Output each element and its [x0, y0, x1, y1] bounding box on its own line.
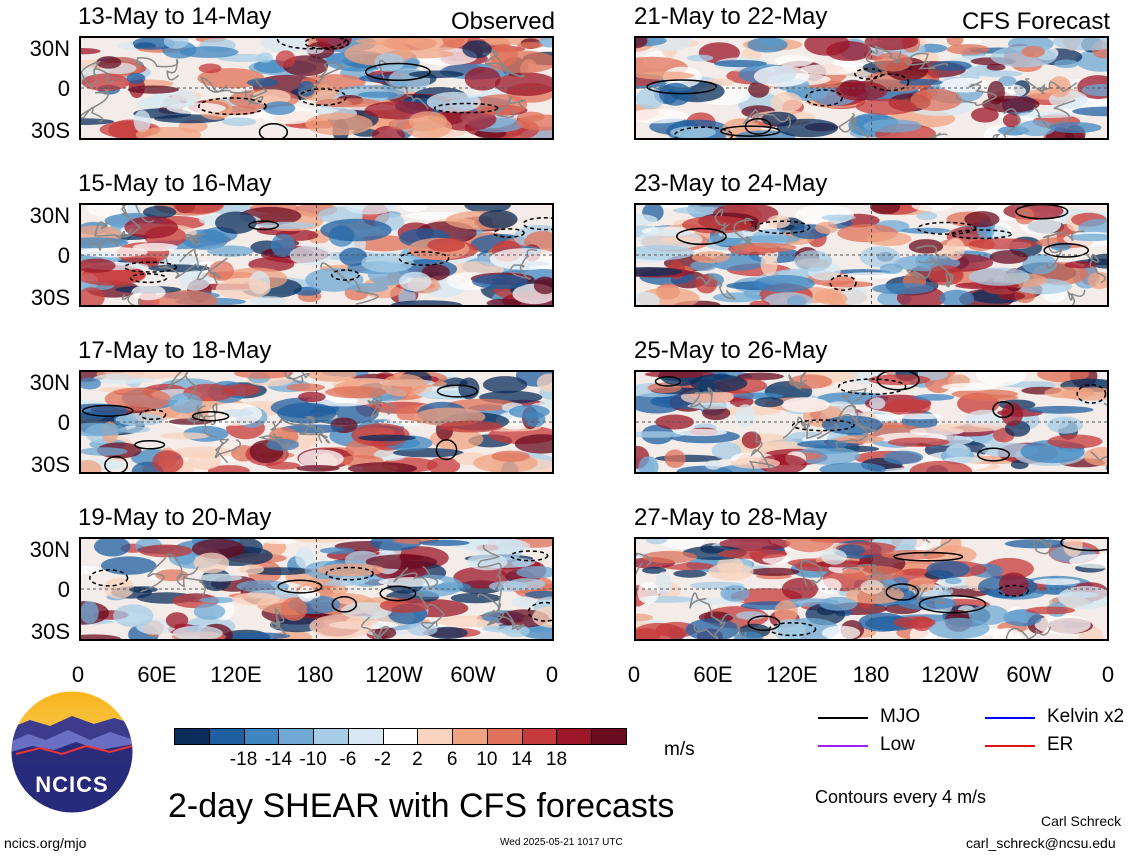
- shear-map: [79, 370, 554, 474]
- shear-map: [79, 537, 554, 641]
- x-tick-label: 60W: [450, 662, 496, 687]
- contours-note: Contours every 4 m/s: [815, 787, 987, 807]
- y-tick-label: 30S: [30, 619, 70, 644]
- colorbar-swatch: [591, 728, 627, 745]
- shear-map: [79, 36, 554, 140]
- ncics-logo: NCICS: [10, 690, 134, 814]
- colorbar-swatch: [278, 728, 315, 745]
- x-tick-label: 180: [296, 662, 334, 687]
- shear-field: [81, 372, 552, 472]
- logo-text: NCICS: [35, 772, 109, 797]
- legend-label-er: ER: [1047, 734, 1074, 755]
- y-tick-label: 0: [57, 76, 70, 101]
- shear-field: [636, 205, 1107, 305]
- shear-map: [634, 203, 1109, 307]
- legend-line-kelvin: [985, 717, 1035, 719]
- x-tick-label: 0: [545, 662, 559, 687]
- colorbar-tick-label: 2: [412, 749, 423, 770]
- shear-map: [79, 203, 554, 307]
- x-tick-label: 120W: [365, 662, 423, 687]
- colorbar-tick-label: 10: [476, 749, 498, 770]
- legend-label-kelvin: Kelvin x2: [1047, 706, 1125, 727]
- y-tick-label: 30S: [30, 285, 70, 310]
- timestamp: Wed 2025-05-21 1017 UTC: [500, 837, 623, 848]
- colorbar-swatch: [313, 728, 349, 745]
- colorbar-tick-label: 18: [545, 749, 568, 770]
- colorbar-tick-label: 6: [446, 749, 458, 770]
- y-tick-label: 0: [57, 577, 70, 602]
- x-tick-label: 60E: [137, 662, 177, 687]
- panel-title: 25-May to 26-May: [634, 337, 828, 364]
- x-tick-label: 180: [852, 662, 890, 687]
- colorbar-swatch: [452, 728, 488, 745]
- y-tick-label: 30N: [29, 370, 70, 395]
- shear-field: [81, 38, 552, 138]
- y-tick-label: 0: [57, 410, 70, 435]
- colorbar-tick-label: -14: [264, 749, 293, 770]
- x-tick-label: 120E: [766, 662, 818, 687]
- logo-graphic: [10, 690, 134, 814]
- panel-title: 15-May to 16-May: [78, 170, 272, 197]
- colorbar-tick-label: -2: [374, 749, 392, 770]
- panel-title: 27-May to 28-May: [634, 504, 828, 531]
- colorbar-units: m/s: [664, 739, 695, 760]
- panel-label-forecast: CFS Forecast: [961, 8, 1110, 35]
- legend-line-er: [985, 745, 1035, 747]
- y-tick-label: 30S: [30, 118, 70, 143]
- colorbar-swatch: [243, 728, 280, 745]
- colorbar-swatch: [382, 728, 419, 745]
- shear-field: [636, 38, 1107, 138]
- shear-field: [636, 539, 1107, 639]
- shear-field: [81, 205, 552, 305]
- colorbar-tick-label: -18: [229, 749, 258, 770]
- x-tick-label: 120W: [921, 662, 979, 687]
- panel-title: 13-May to 14-May: [78, 3, 272, 30]
- shear-field: [81, 539, 552, 639]
- x-tick-label: 120E: [210, 662, 262, 687]
- panel-title: 21-May to 22-May: [634, 3, 828, 30]
- panel-title: 17-May to 18-May: [78, 337, 272, 364]
- colorbar-swatch: [521, 728, 558, 745]
- y-tick-label: 30N: [29, 203, 70, 228]
- main-title: 2-day SHEAR with CFS forecasts: [168, 787, 675, 825]
- panel-title: 19-May to 20-May: [78, 504, 272, 531]
- colorbar-swatch: [417, 728, 454, 745]
- legend-label-low: Low: [880, 734, 915, 755]
- author-email: carl_schreck@ncsu.edu: [966, 835, 1116, 851]
- legend-label-mjo: MJO: [880, 706, 921, 727]
- y-tick-label: 30N: [29, 537, 70, 562]
- y-tick-label: 30N: [29, 36, 70, 61]
- author-name: Carl Schreck: [1041, 813, 1122, 829]
- colorbar-swatch: [174, 728, 210, 745]
- x-tick-label: 0: [1101, 662, 1115, 687]
- x-tick-label: 60E: [693, 662, 733, 687]
- colorbar-tick-label: -6: [339, 749, 357, 770]
- shear-map: [634, 36, 1109, 140]
- colorbar-tick-label: -10: [299, 749, 327, 770]
- shear-field: [636, 372, 1107, 472]
- colorbar-swatch: [208, 728, 245, 745]
- colorbar-tick-label: 14: [511, 749, 533, 770]
- y-tick-label: 30S: [30, 452, 70, 477]
- colorbar-swatch: [347, 728, 384, 745]
- legend-line-low: [818, 745, 868, 747]
- shear-map: [634, 537, 1109, 641]
- x-tick-label: 0: [627, 662, 641, 687]
- colorbar-swatch: [486, 728, 523, 745]
- legend-line-mjo: [818, 717, 868, 719]
- y-tick-label: 0: [57, 243, 70, 268]
- colorbar-swatch: [556, 728, 593, 745]
- x-tick-label: 60W: [1006, 662, 1052, 687]
- panel-title: 23-May to 24-May: [634, 170, 828, 197]
- x-tick-label: 0: [71, 662, 85, 687]
- shear-map: [634, 370, 1109, 474]
- panel-label-observed: Observed: [450, 8, 555, 35]
- ncics-url: ncics.org/mjo: [4, 835, 87, 851]
